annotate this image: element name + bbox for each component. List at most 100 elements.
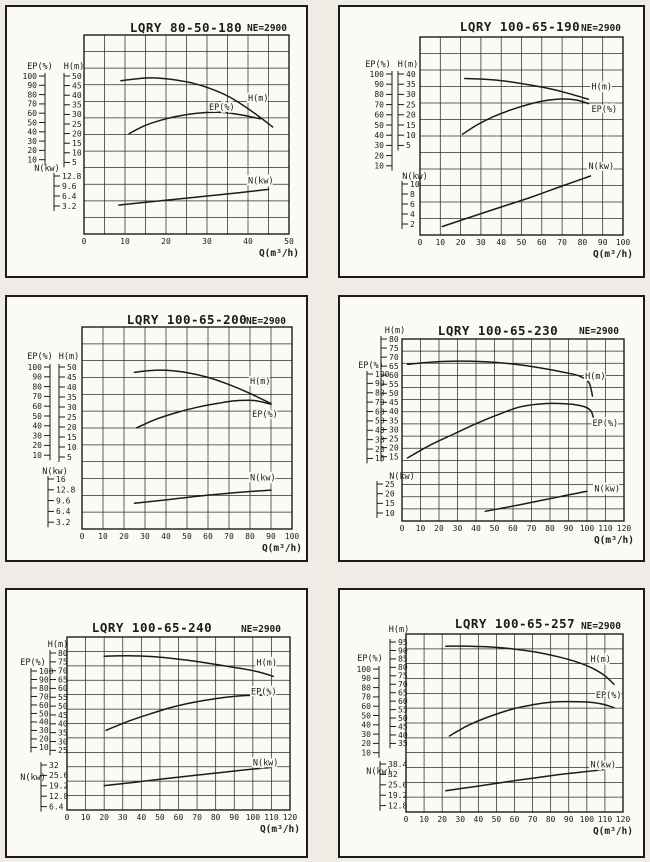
axis-tick-label: 65: [389, 362, 399, 371]
axis-tick-label: 60: [39, 701, 49, 710]
axis-tick-label: 65: [58, 675, 68, 684]
axis-tick-label: 9.6: [62, 182, 77, 191]
axis-tick-label: 10: [67, 443, 77, 452]
axis-tick-label: 100: [39, 667, 54, 676]
x-tick-label: 20: [99, 813, 109, 822]
axis-tick-label: 45: [389, 398, 399, 407]
n-axis-title: N(kw): [42, 467, 68, 477]
x-tick-label: 90: [564, 815, 574, 824]
axis-tick-label: 15: [67, 433, 77, 442]
n-axis-title: N(kw): [34, 164, 60, 174]
ep-axis-title: EP(%): [357, 654, 383, 664]
axis-tick-label: 45: [58, 711, 68, 720]
x-tick-label: 20: [437, 815, 447, 824]
x-tick-label: 50: [517, 238, 527, 247]
x-tick-label: 110: [264, 813, 279, 822]
speed-label: NE=2900: [246, 316, 286, 327]
ep-axis-title: EP(%): [20, 658, 46, 668]
axis-tick-label: 55: [58, 693, 68, 702]
axis-tick-label: 3.2: [56, 518, 71, 527]
x-tick-label: 40: [471, 524, 481, 533]
axis-tick-label: 15: [406, 121, 416, 130]
axis-tick-label: 16: [56, 475, 66, 484]
x-tick-label: 50: [182, 532, 192, 541]
axis-tick-label: 19.2: [388, 791, 407, 800]
x-tick-label: 100: [285, 532, 300, 541]
axis-tick-label: 15: [385, 499, 395, 508]
x-tick-label: 80: [211, 813, 221, 822]
axis-tick-label: 50: [27, 118, 37, 127]
axis-tick-label: 80: [398, 663, 408, 672]
chart-title: LQRY 100-65-257: [455, 616, 575, 631]
x-tick-label: 0: [65, 813, 70, 822]
axis-tick-label: 55: [389, 380, 399, 389]
n-axis: 12.89.66.43.2 N(kw): [34, 164, 81, 211]
axis-tick-label: 90: [375, 379, 385, 388]
axis-tick-label: 60: [375, 407, 385, 416]
axis-tick-label: 30: [375, 435, 385, 444]
axis-tick-label: 45: [72, 81, 82, 90]
axis-tick-label: 70: [27, 100, 37, 109]
axis-tick-label: 40: [389, 407, 399, 416]
axis-tick-label: 15: [389, 452, 399, 461]
x-tick-label: 20: [434, 524, 444, 533]
axis-tick-label: 50: [32, 412, 42, 421]
n-curve: [441, 175, 592, 228]
axis-tick-label: 50: [39, 709, 49, 718]
x-tick-label: 110: [598, 815, 613, 824]
axis-tick-label: 60: [374, 111, 384, 120]
axis-tick-label: 75: [389, 344, 399, 353]
axis-tick-label: 35: [398, 739, 408, 748]
chart-title: LQRY 100-65-240: [92, 620, 212, 635]
axis-tick-label: 60: [389, 371, 399, 380]
axis-tick-label: 25.6: [388, 781, 407, 790]
axis-tick-label: 30: [58, 737, 68, 746]
chart-title: LQRY 100-65-200: [127, 312, 247, 327]
x-tick-label: 90: [229, 813, 239, 822]
axis-tick-label: 6.4: [62, 192, 77, 201]
x-tick-label: 30: [118, 813, 128, 822]
x-tick-label: 0: [404, 815, 409, 824]
axis-tick-label: 12.8: [388, 801, 407, 810]
x-tick-label: 20: [456, 238, 466, 247]
h-axis-title: H(m): [64, 62, 84, 72]
axis-tick-label: 10: [39, 743, 49, 752]
x-tick-label: 60: [203, 532, 213, 541]
axis-tick-label: 2: [410, 220, 415, 229]
axis-tick-label: 60: [32, 402, 42, 411]
axis-tick-label: 60: [27, 109, 37, 118]
axis-tick-label: 20: [27, 146, 37, 155]
curve-label-ep: EP(%): [251, 687, 277, 697]
axis-tick-label: 20: [375, 445, 385, 454]
axis-tick-label: 80: [374, 90, 384, 99]
n-curve: [103, 766, 275, 787]
x-tick-label: 10: [416, 524, 426, 533]
axis-tick-label: 20: [361, 739, 371, 748]
curve-label-ep: EP(%): [593, 419, 619, 429]
ep-axis-title: EP(%): [27, 62, 53, 72]
speed-label: NE=2900: [579, 326, 619, 337]
axis-tick-label: 10: [32, 451, 42, 460]
x-tick-label: 100: [580, 524, 595, 533]
n-curve: [133, 489, 272, 505]
axis-tick-label: 65: [398, 689, 408, 698]
axis-tick-label: 60: [58, 684, 68, 693]
x-tick-label: 0: [82, 237, 87, 246]
x-tick-label: 90: [266, 532, 276, 541]
axis-tick-label: 4: [410, 210, 415, 219]
ep-axis-title: EP(%): [365, 60, 391, 70]
axis-tick-label: 30: [27, 137, 37, 146]
x-tick-label: 70: [192, 813, 202, 822]
ep-axis-title: EP(%): [358, 361, 384, 371]
h-curve: [120, 77, 274, 128]
axis-tick-label: 30: [389, 425, 399, 434]
axis-tick-label: 12.8: [62, 172, 81, 181]
